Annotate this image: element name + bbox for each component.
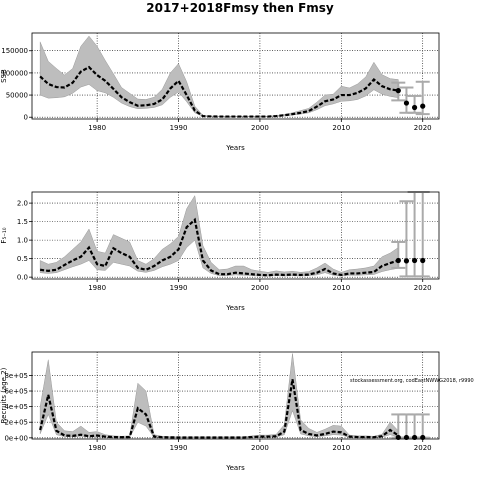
recruits-ytick-label-1: 2e+05 (4, 419, 28, 427)
ssb-ytick-label-0: 0 (24, 114, 28, 122)
f-ylabel: F₅₋₁₀ (0, 227, 8, 243)
recruits-xtick-label-2000: 2000 (251, 444, 269, 452)
recruits-ylabel: Recruits (age 2) (0, 367, 8, 423)
f-xtick-label-2000: 2000 (251, 284, 269, 292)
ssb-confidence-band (39, 35, 399, 118)
ssb-xlabel: Years (225, 144, 245, 152)
f-ytick-label-1: 0.5 (17, 255, 28, 263)
ssb-ytick-label-3: 150000 (1, 47, 28, 55)
recruits-xtick-label-1980: 1980 (88, 444, 106, 452)
f-xlabel: Years (225, 304, 245, 312)
recruits-ytick-label-2: 4e+05 (4, 403, 28, 411)
f-ytick-label-3: 1.5 (17, 218, 28, 226)
f-xtick-label-2010: 2010 (332, 284, 350, 292)
f-xtick-label-1990: 1990 (170, 284, 188, 292)
ssb-xtick-label-2020: 2020 (414, 124, 432, 132)
recruits-ytick-label-3: 6e+05 (4, 388, 28, 396)
ssb-ytick-label-2: 100000 (1, 69, 28, 77)
ssb-projection-point-2018 (403, 100, 410, 106)
ssb-projection-point-2019 (411, 104, 418, 111)
recruits-xlabel: Years (225, 464, 245, 472)
ssb-plot-frame (31, 32, 440, 120)
ssb-xtick-label-2010: 2010 (332, 124, 350, 132)
recruits-plot-frame (31, 351, 440, 440)
recruits-confidence-band (39, 353, 399, 438)
f-projection-point-2019 (411, 257, 418, 264)
ssb-projection-point-2020 (420, 103, 426, 109)
f-projection-point-2020 (420, 257, 426, 264)
ssb-xtick-label-1990: 1990 (170, 124, 188, 132)
recruits-estimate-line (39, 379, 399, 439)
ssb-xtick-label-2000: 2000 (251, 124, 269, 132)
recruits-ytick-label-4: 8e+05 (4, 372, 28, 380)
recruits-ytick-label-0: 0e+00 (4, 434, 28, 442)
ssb-estimate-line (39, 65, 399, 118)
f-xtick-label-1980: 1980 (88, 284, 106, 292)
recruits-xtick-label-2020: 2020 (414, 444, 432, 452)
ssb-ylabel: SSB (0, 69, 8, 83)
f-projection-point-2018 (403, 258, 410, 264)
f-ytick-label-4: 2.0 (17, 200, 28, 208)
f-plot-frame (31, 191, 440, 280)
ssb-ytick-label-1: 50000 (6, 92, 28, 100)
recruits-xtick-label-1990: 1990 (170, 444, 188, 452)
ssb-projection-point-2017 (395, 88, 401, 94)
recruits-annotation: stockassessment.org, codEastNWWG2018, r9… (350, 378, 474, 384)
ssb-xtick-label-1980: 1980 (88, 124, 106, 132)
f-estimate-line (39, 217, 399, 277)
f-confidence-band (39, 195, 399, 277)
f-ytick-label-2: 1.0 (17, 237, 28, 245)
recruits-xtick-label-2010: 2010 (332, 444, 350, 452)
f-ytick-label-0: 0.0 (17, 274, 28, 282)
page-title: 2017+2018Fmsy then Fmsy (146, 1, 334, 15)
f-projection-point-2017 (395, 257, 401, 264)
f-xtick-label-2020: 2020 (414, 284, 432, 292)
